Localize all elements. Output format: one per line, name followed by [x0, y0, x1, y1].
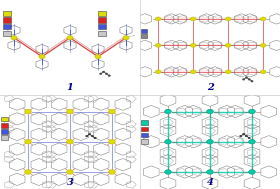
Circle shape — [225, 43, 231, 47]
Circle shape — [260, 17, 266, 21]
Circle shape — [165, 139, 171, 144]
Circle shape — [190, 17, 196, 21]
Circle shape — [67, 170, 73, 174]
Circle shape — [207, 170, 213, 174]
FancyBboxPatch shape — [98, 24, 106, 29]
Circle shape — [242, 133, 245, 135]
Circle shape — [67, 109, 73, 114]
Circle shape — [123, 36, 129, 40]
Circle shape — [165, 170, 171, 174]
Text: 2: 2 — [207, 83, 213, 92]
Circle shape — [242, 79, 245, 80]
FancyBboxPatch shape — [1, 117, 8, 121]
Circle shape — [260, 43, 266, 47]
Circle shape — [25, 109, 31, 114]
Text: 3: 3 — [67, 178, 73, 187]
Circle shape — [25, 139, 31, 144]
Circle shape — [225, 17, 231, 21]
Circle shape — [249, 139, 255, 144]
Text: 4: 4 — [207, 178, 213, 187]
FancyBboxPatch shape — [141, 133, 148, 138]
FancyBboxPatch shape — [141, 127, 148, 131]
Circle shape — [190, 43, 196, 47]
FancyBboxPatch shape — [141, 139, 148, 144]
Circle shape — [155, 43, 161, 47]
FancyBboxPatch shape — [141, 34, 147, 38]
FancyBboxPatch shape — [3, 11, 11, 16]
Circle shape — [249, 170, 255, 174]
Circle shape — [155, 17, 161, 21]
Circle shape — [109, 170, 115, 174]
Circle shape — [105, 73, 108, 74]
Circle shape — [109, 109, 115, 114]
Circle shape — [225, 70, 231, 74]
Circle shape — [67, 139, 73, 144]
FancyBboxPatch shape — [3, 18, 11, 23]
FancyBboxPatch shape — [98, 11, 106, 16]
Circle shape — [155, 70, 161, 74]
FancyBboxPatch shape — [98, 31, 106, 36]
Text: 1: 1 — [67, 83, 73, 92]
Circle shape — [108, 75, 110, 76]
Circle shape — [248, 79, 250, 80]
Circle shape — [91, 135, 94, 137]
Circle shape — [240, 135, 242, 137]
Circle shape — [245, 135, 248, 137]
FancyBboxPatch shape — [98, 18, 106, 23]
Circle shape — [207, 139, 213, 144]
Circle shape — [102, 71, 105, 73]
Circle shape — [11, 36, 17, 40]
FancyBboxPatch shape — [1, 123, 8, 128]
Circle shape — [109, 139, 115, 144]
Circle shape — [251, 81, 253, 82]
Circle shape — [249, 109, 255, 114]
FancyBboxPatch shape — [141, 29, 147, 33]
Circle shape — [67, 36, 73, 40]
FancyBboxPatch shape — [1, 135, 8, 140]
Circle shape — [25, 170, 31, 174]
FancyBboxPatch shape — [1, 129, 8, 134]
FancyBboxPatch shape — [3, 31, 11, 36]
Circle shape — [95, 55, 101, 59]
Circle shape — [94, 137, 96, 139]
Circle shape — [100, 73, 102, 74]
Circle shape — [39, 55, 45, 59]
FancyBboxPatch shape — [141, 121, 148, 125]
Circle shape — [190, 70, 196, 74]
Circle shape — [207, 109, 213, 114]
Circle shape — [248, 137, 250, 139]
Circle shape — [245, 77, 248, 78]
Circle shape — [260, 70, 266, 74]
Circle shape — [86, 135, 88, 137]
FancyBboxPatch shape — [3, 24, 11, 29]
Circle shape — [165, 109, 171, 114]
Circle shape — [88, 133, 91, 135]
